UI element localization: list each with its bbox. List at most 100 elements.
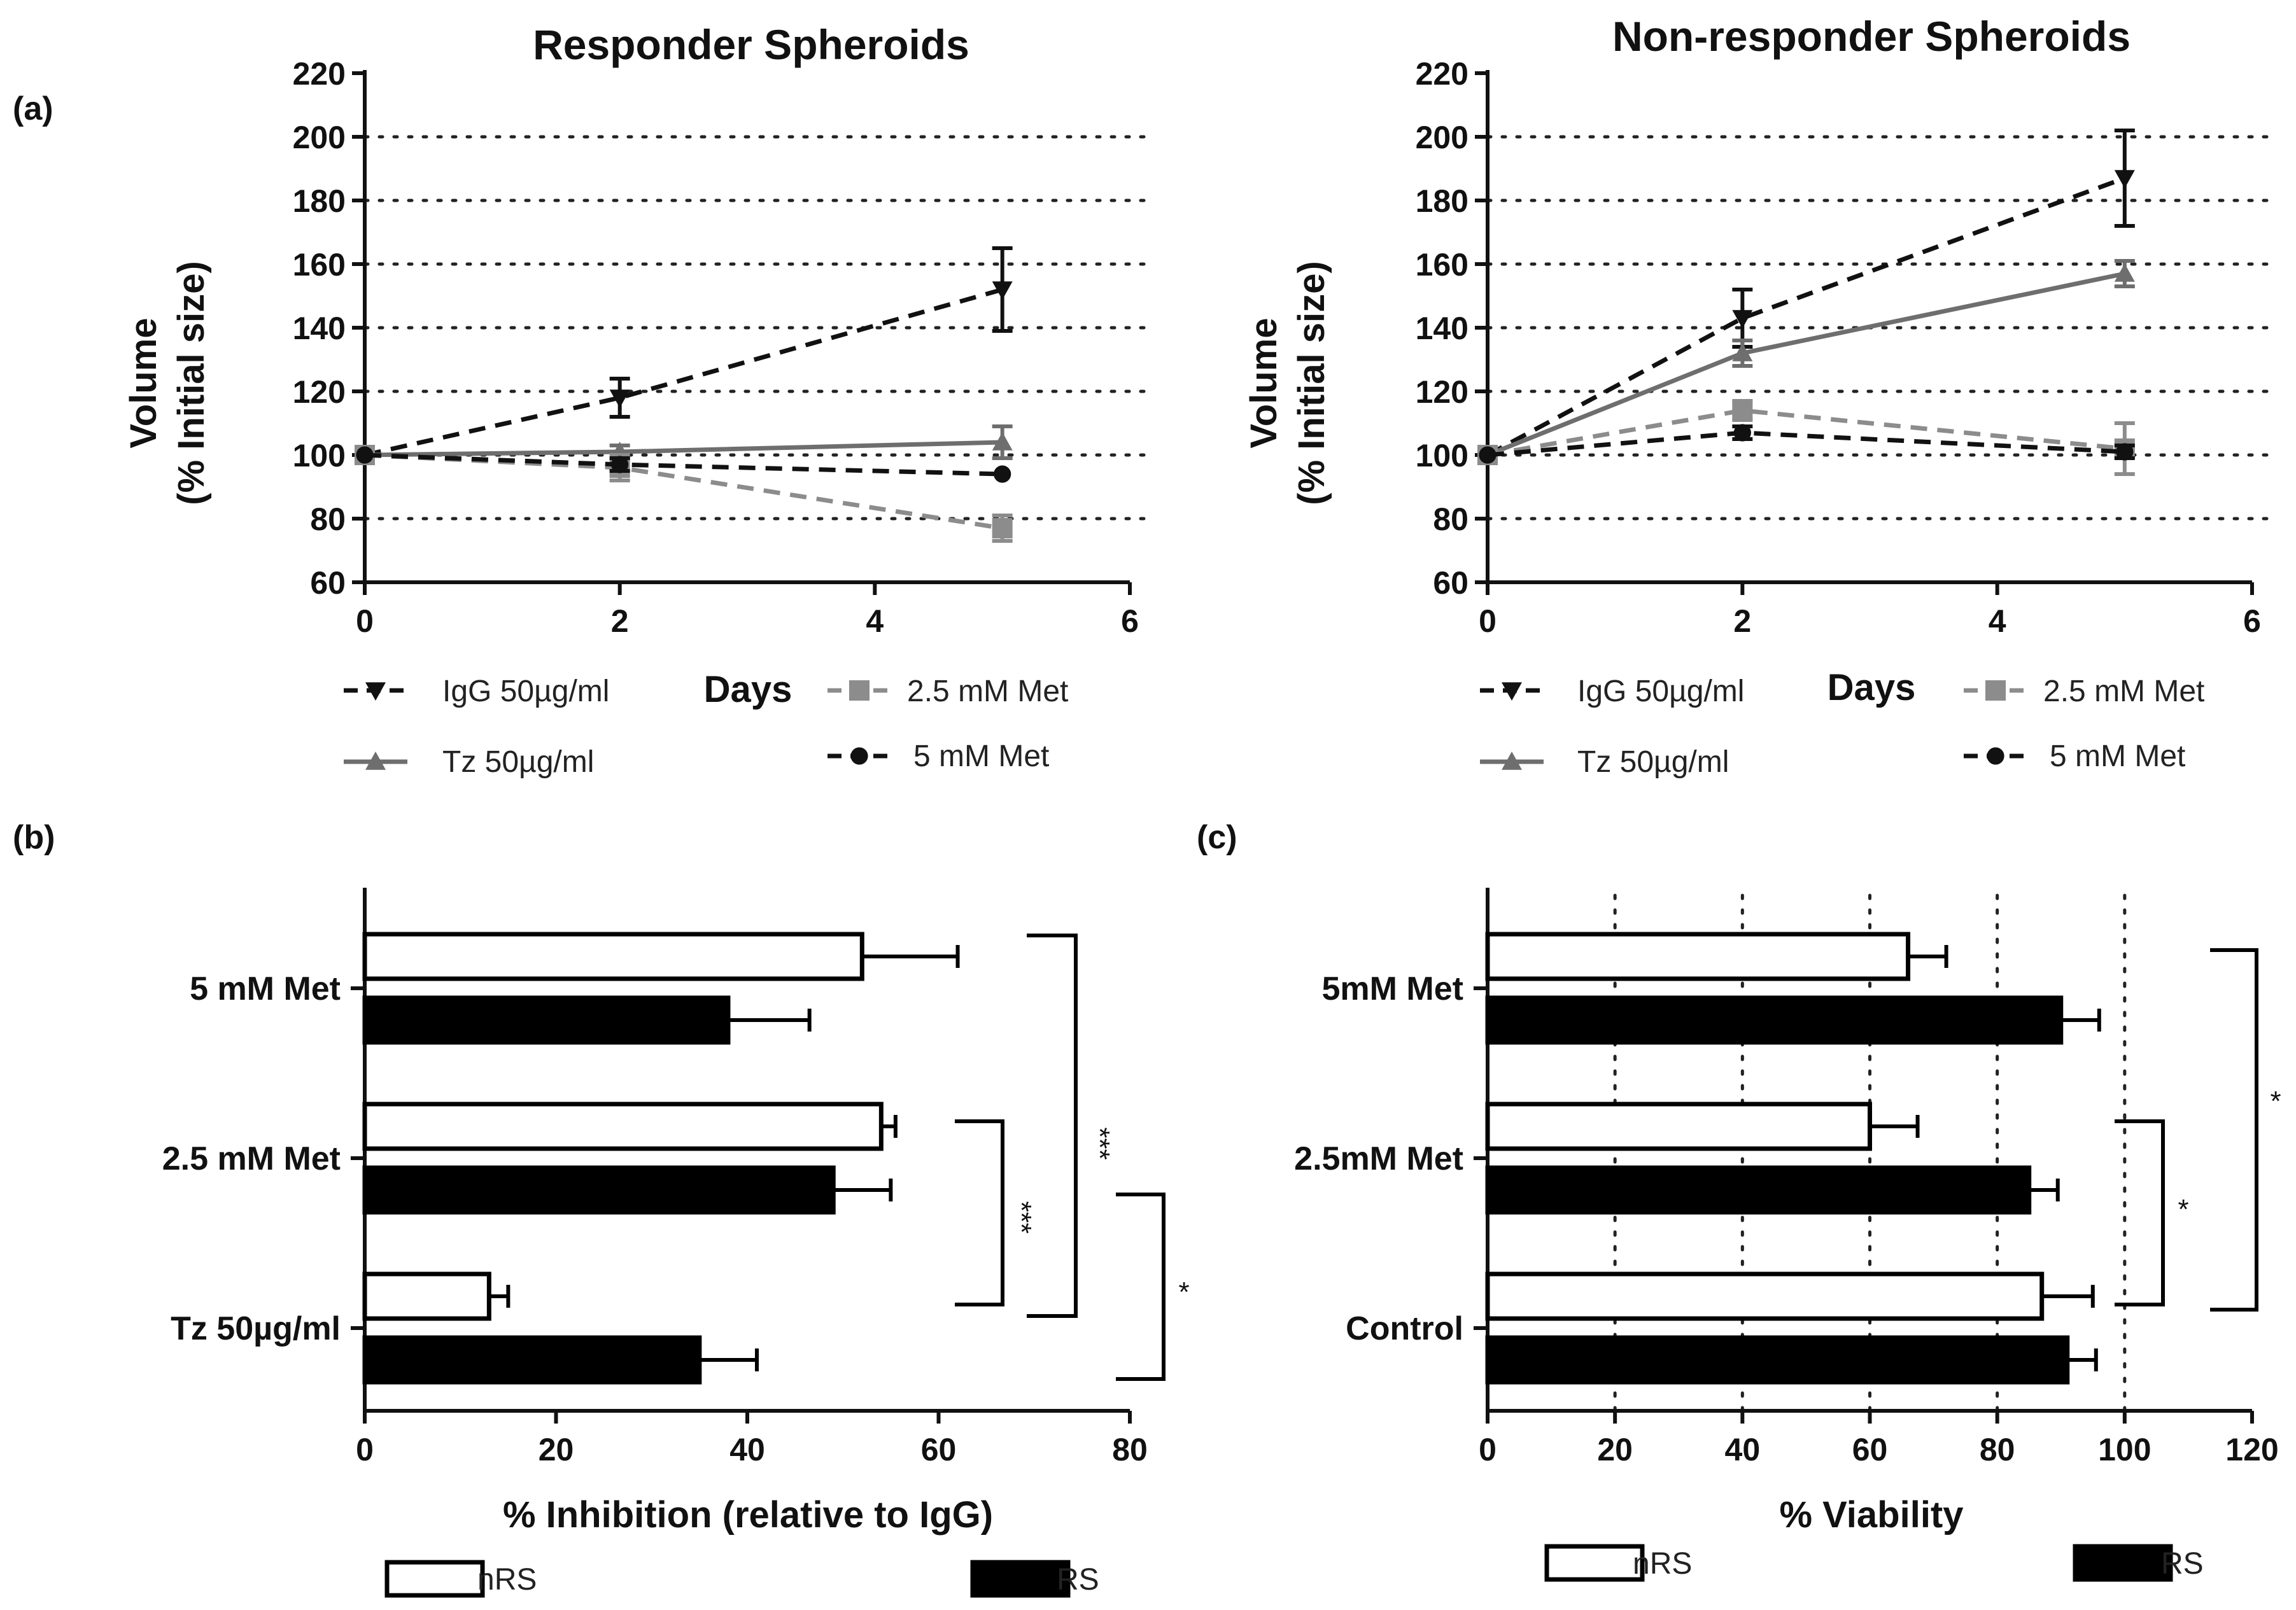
category-label: 5mM Met — [1322, 970, 1463, 1007]
data-point — [1732, 343, 1753, 361]
data-series — [1477, 129, 2135, 476]
legend-label-rs: RS — [1057, 1563, 1099, 1597]
legend-label-met5: 5 mM Met — [2050, 739, 2185, 773]
significance-bracket — [1027, 934, 1078, 1318]
significance-bracket — [2210, 948, 2258, 1312]
x-axis-label: % Inhibition (relative to IgG) — [503, 1494, 993, 1536]
panel-c-viability: (c) 5mM Met 2.5mM Met Control 0 20 40 60… — [1197, 819, 2281, 1582]
x-tick-labels: 0 2 4 6 — [356, 603, 1139, 639]
legend-label-igg: IgG 50µg/ml — [1577, 675, 1744, 708]
axes — [1475, 70, 2254, 595]
x-tick-label: 2 — [1733, 603, 1751, 639]
significance-bracket — [2115, 1119, 2165, 1306]
x-tick-label: 0 — [1479, 603, 1497, 639]
significance-bracket — [1116, 1193, 1166, 1381]
legend-label-rs: RS — [2161, 1547, 2204, 1581]
x-tick-label: 4 — [866, 603, 884, 639]
bar-rs — [1485, 995, 2064, 1045]
y-axis-label: (% Initial size) — [171, 261, 212, 505]
bar-nrs — [1485, 1271, 2045, 1321]
legend-label-met5: 5 mM Met — [913, 739, 1049, 773]
significance-label: *** — [1006, 1201, 1037, 1233]
x-tick-label: 60 — [1852, 1432, 1888, 1467]
data-point — [1479, 446, 1497, 464]
legend — [1544, 1544, 2173, 1582]
series-line — [1486, 271, 2125, 458]
series-line — [1487, 408, 2125, 458]
data-point — [992, 432, 1013, 451]
x-axis-label: Days — [1828, 667, 1916, 708]
bar-rs — [362, 995, 731, 1045]
bar-nrs — [1485, 1102, 1872, 1151]
x-tick-label: 80 — [1980, 1432, 2015, 1467]
bar-rs — [1485, 1165, 2032, 1215]
bar-rs — [362, 1335, 702, 1385]
significance-label: * — [2270, 1086, 2281, 1117]
series-triangle-down — [355, 246, 1013, 465]
legend-swatch-marker — [1502, 752, 1522, 770]
x-tick-label: 6 — [2243, 603, 2261, 639]
x-tick-label: 40 — [729, 1432, 765, 1467]
series-triangle-up — [1477, 259, 2135, 463]
legend — [344, 680, 891, 770]
category-labels: 5mM Met 2.5mM Met Control — [1294, 970, 1463, 1347]
y-tick-label: 180 — [293, 183, 346, 219]
significance-label: * — [2178, 1194, 2188, 1225]
legend-swatch-marker — [365, 752, 386, 770]
significance-label: *** — [1084, 1127, 1115, 1159]
legend-swatch-marker — [1987, 747, 2004, 765]
x-tick-label: 6 — [1121, 603, 1139, 639]
category-label: 2.5 mM Met — [162, 1140, 341, 1177]
legend-label-nrs: nRS — [477, 1563, 537, 1597]
panel-label-b: (b) — [13, 819, 55, 856]
x-axis-label: % Viability — [1779, 1494, 1963, 1536]
grid-lines — [1486, 135, 2279, 521]
legend-swatch-marker — [365, 682, 386, 701]
y-tick-label: 80 — [1433, 501, 1468, 537]
series-circle — [356, 446, 1011, 483]
axes — [352, 70, 1132, 595]
category-label: Control — [1346, 1310, 1463, 1347]
chart-title: Responder Spheroids — [533, 21, 969, 68]
chart-title: Non-responder Spheroids — [1612, 13, 2130, 60]
legend-label-tz: Tz 50µg/ml — [1577, 745, 1729, 779]
legend-swatch-marker — [849, 680, 870, 701]
category-labels: 5 mM Met 2.5 mM Met Tz 50µg/ml — [162, 970, 341, 1347]
y-tick-label: 160 — [1416, 247, 1468, 283]
y-tick-label: 100 — [293, 438, 346, 473]
x-tick-labels: 0 20 40 60 80 100 120 — [1479, 1432, 2279, 1467]
y-tick-label: 100 — [1416, 438, 1468, 473]
y-tick-labels: 60 80 100 120 140 160 180 200 220 — [1416, 56, 1468, 601]
bar-rs — [362, 1165, 836, 1215]
y-tick-label: 60 — [1433, 565, 1468, 601]
series-line — [1487, 430, 2125, 458]
legend-label-met25: 2.5 mM Met — [2043, 675, 2204, 708]
data-series — [355, 246, 1013, 543]
bar-rs — [1485, 1335, 2070, 1385]
data-point — [1732, 400, 1753, 421]
data-point — [992, 518, 1013, 538]
legend-swatch-marker — [850, 747, 868, 765]
x-tick-label: 80 — [1112, 1432, 1148, 1467]
significance-label: * — [1178, 1277, 1189, 1308]
panel-label-c: (c) — [1197, 819, 1237, 856]
data-point — [1733, 424, 1751, 442]
y-tick-label: 220 — [1416, 56, 1468, 92]
bar-nrs — [362, 1102, 884, 1151]
legend-label-igg: IgG 50µg/ml — [442, 675, 609, 708]
bars — [362, 932, 960, 1385]
x-tick-label: 40 — [1725, 1432, 1761, 1467]
data-point — [356, 446, 374, 464]
bar-nrs — [362, 932, 864, 981]
legend-swatch-marker — [1502, 682, 1522, 701]
series-square — [1477, 399, 2135, 476]
y-axis-label: Volume — [123, 318, 164, 448]
x-tick-label: 2 — [611, 603, 629, 639]
series-line — [1486, 176, 2126, 458]
legend — [384, 1560, 1071, 1598]
y-tick-label: 140 — [293, 311, 346, 346]
bars — [1485, 932, 2101, 1385]
y-tick-label: 180 — [1416, 183, 1468, 219]
panel-b-inhibition: (b) 5 mM Met 2.5 mM Met Tz 50µg/ml 0 20 … — [13, 819, 1190, 1598]
